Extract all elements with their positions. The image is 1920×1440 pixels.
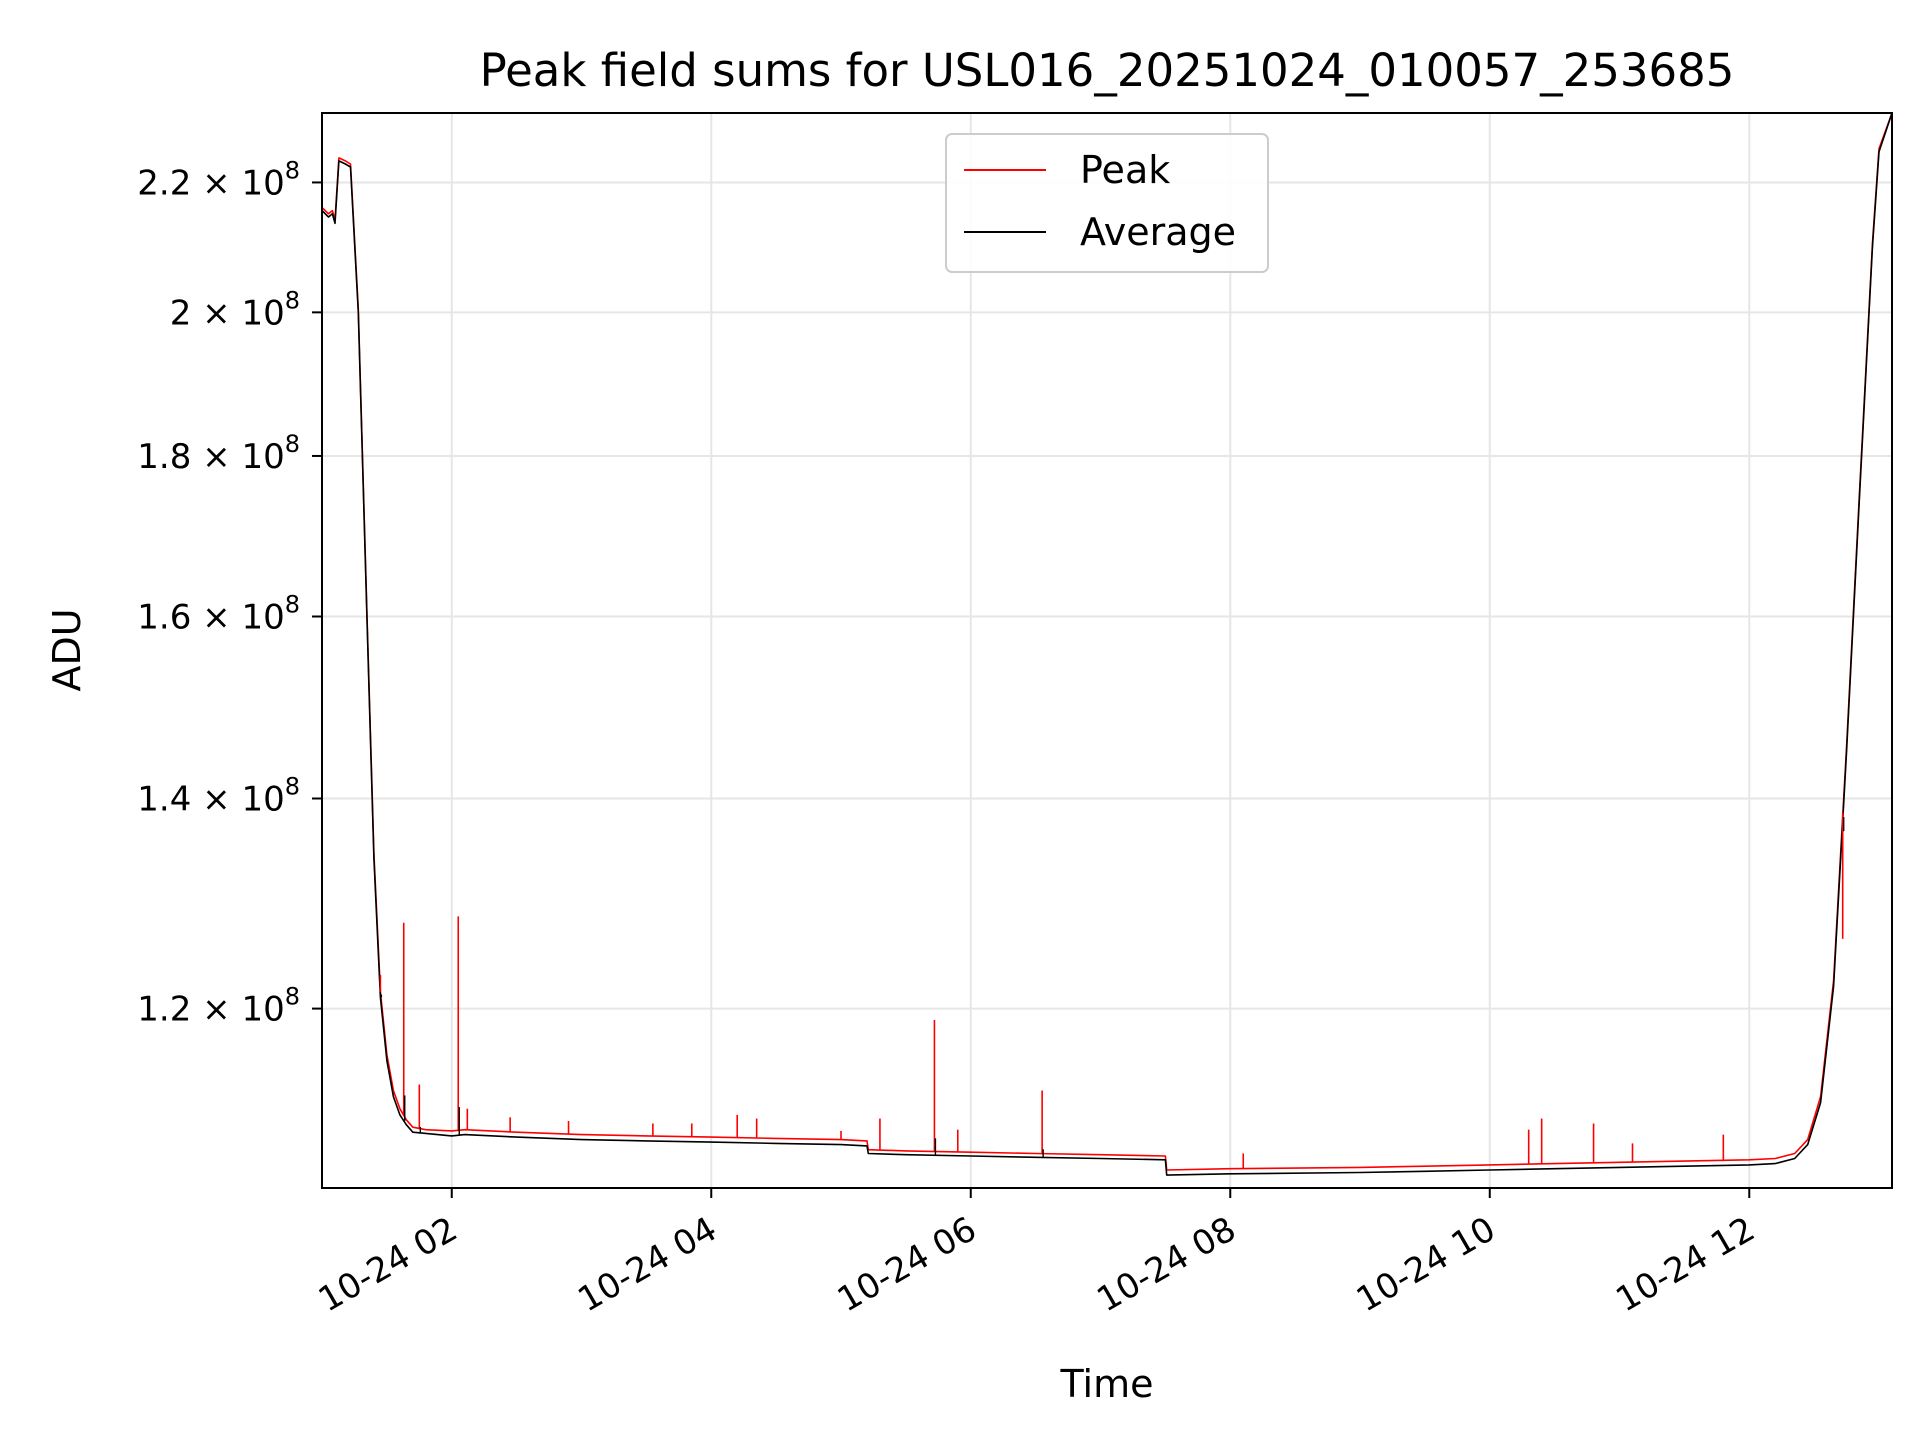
y-tick-label-5: 2.2 × 108 (137, 156, 300, 203)
y-axis-label: ADU (45, 608, 89, 691)
y-tick-label-base-1: 1.4 × 10 (137, 779, 284, 819)
y-tick-label-1: 1.4 × 108 (137, 772, 300, 819)
y-tick-label-base-4: 2 × 10 (170, 293, 285, 333)
legend-label-average: Average (1080, 210, 1236, 254)
x-tick-label-1: 10-24 04 (571, 1209, 723, 1320)
y-tick-label-3: 1.8 × 108 (137, 430, 300, 477)
y-tick-label-base-5: 2.2 × 10 (137, 163, 284, 203)
y-tick-label-4: 2 × 108 (170, 286, 300, 333)
y-tick-label-0: 1.2 × 108 (137, 983, 300, 1030)
x-tick-label-5: 10-24 12 (1609, 1209, 1761, 1320)
tick-layer: 10-24 02 10-24 04 10-24 06 10-24 08 10-24 10… (137, 156, 1762, 1320)
plot-layer (321, 112, 1893, 1176)
x-tick-label-3: 10-24 08 (1090, 1209, 1242, 1320)
y-tick-label-exp-4: 8 (285, 286, 300, 314)
y-tick-label-exp-3: 8 (285, 430, 300, 458)
x-tick-label-0: 10-24 02 (312, 1209, 464, 1320)
x-tick-label-4: 10-24 10 (1350, 1209, 1502, 1320)
x-axis-label: Time (1060, 1362, 1154, 1406)
legend-label-peak: Peak (1080, 148, 1170, 192)
y-tick-label-exp-1: 8 (285, 772, 300, 800)
y-tick-label-base-0: 1.2 × 10 (137, 990, 284, 1030)
y-tick-label-exp-0: 8 (285, 983, 300, 1011)
grid-layer (322, 113, 1892, 1188)
x-tick-label-2: 10-24 06 (831, 1209, 983, 1320)
legend-box (945, 133, 1269, 273)
chart-title: Peak field sums for USL016_20251024_0100… (480, 44, 1735, 97)
legend: Peak Average (945, 133, 1269, 273)
y-tick-label-2: 1.6 × 108 (137, 590, 300, 637)
y-tick-label-base-3: 1.8 × 10 (137, 437, 284, 477)
y-tick-label-exp-2: 8 (285, 590, 300, 618)
y-tick-label-exp-5: 8 (285, 156, 300, 184)
plot-frame (321, 112, 1893, 1189)
y-tick-label-base-2: 1.6 × 10 (137, 597, 284, 637)
series-line-average (321, 112, 1893, 1176)
